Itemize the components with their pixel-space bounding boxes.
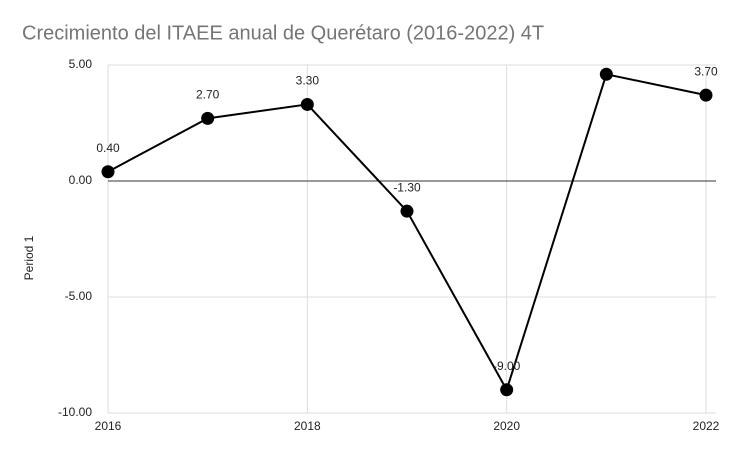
y-tick-label: 5.00 [69,57,93,71]
data-label: 3.70 [694,64,718,78]
x-tick-label: 2016 [95,419,122,433]
point [599,67,613,81]
y-axis-label: Period 1 [22,235,36,280]
data-label: -1.30 [393,180,421,194]
point [400,204,414,218]
data-label: 0.40 [96,141,120,155]
x-tick-label: 2022 [693,419,720,433]
y-tick-label: -5.00 [65,289,93,303]
point [300,97,314,111]
point [101,165,115,179]
data-label: 3.30 [296,74,320,88]
x-tick-label: 2020 [493,419,520,433]
y-tick-label: 0.00 [69,173,93,187]
chart-title: Crecimiento del ITAEE anual de Querétaro… [22,22,544,44]
x-tick-label: 2018 [294,419,321,433]
y-tick-label: -10.00 [58,405,92,419]
point [699,88,713,102]
data-label: -9.00 [493,359,521,373]
point [500,383,514,397]
data-label: 2.70 [196,88,220,102]
point [201,111,215,125]
